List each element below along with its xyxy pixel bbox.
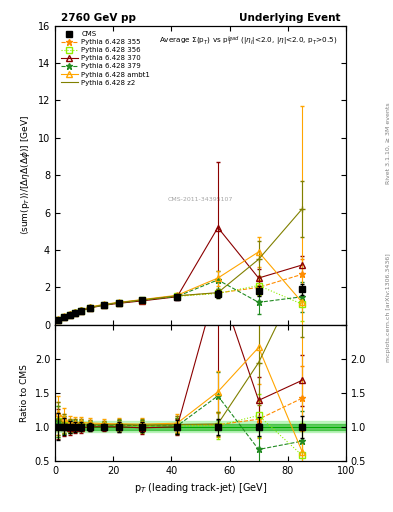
Bar [55,421,346,432]
Text: Rivet 3.1.10, ≥ 3M events: Rivet 3.1.10, ≥ 3M events [386,102,391,184]
Legend: CMS, Pythia 6.428 355, Pythia 6.428 356, Pythia 6.428 370, Pythia 6.428 379, Pyt: CMS, Pythia 6.428 355, Pythia 6.428 356,… [59,29,152,88]
X-axis label: p$_T$ (leading track-jet) [GeV]: p$_T$ (leading track-jet) [GeV] [134,481,267,495]
Text: CMS-2011-34395107: CMS-2011-34395107 [168,197,233,202]
Text: Underlying Event: Underlying Event [239,13,340,23]
Text: Average $\Sigma$(p$_T$) vs p$_T^{lead}$ ($|\eta_l|$<2.0, $|\eta|$<2.0, p$_T$>0.5: Average $\Sigma$(p$_T$) vs p$_T^{lead}$ … [159,35,337,48]
Text: mcplots.cern.ch [arXiv:1306.3436]: mcplots.cern.ch [arXiv:1306.3436] [386,253,391,361]
Y-axis label: Ratio to CMS: Ratio to CMS [20,364,29,422]
Y-axis label: $\langle$sum(p$_T$)$\rangle$/$[\Delta\eta\Delta(\Delta\phi)]$ [GeV]: $\langle$sum(p$_T$)$\rangle$/$[\Delta\et… [19,115,32,235]
Text: 2760 GeV pp: 2760 GeV pp [61,13,136,23]
Bar [55,424,346,430]
